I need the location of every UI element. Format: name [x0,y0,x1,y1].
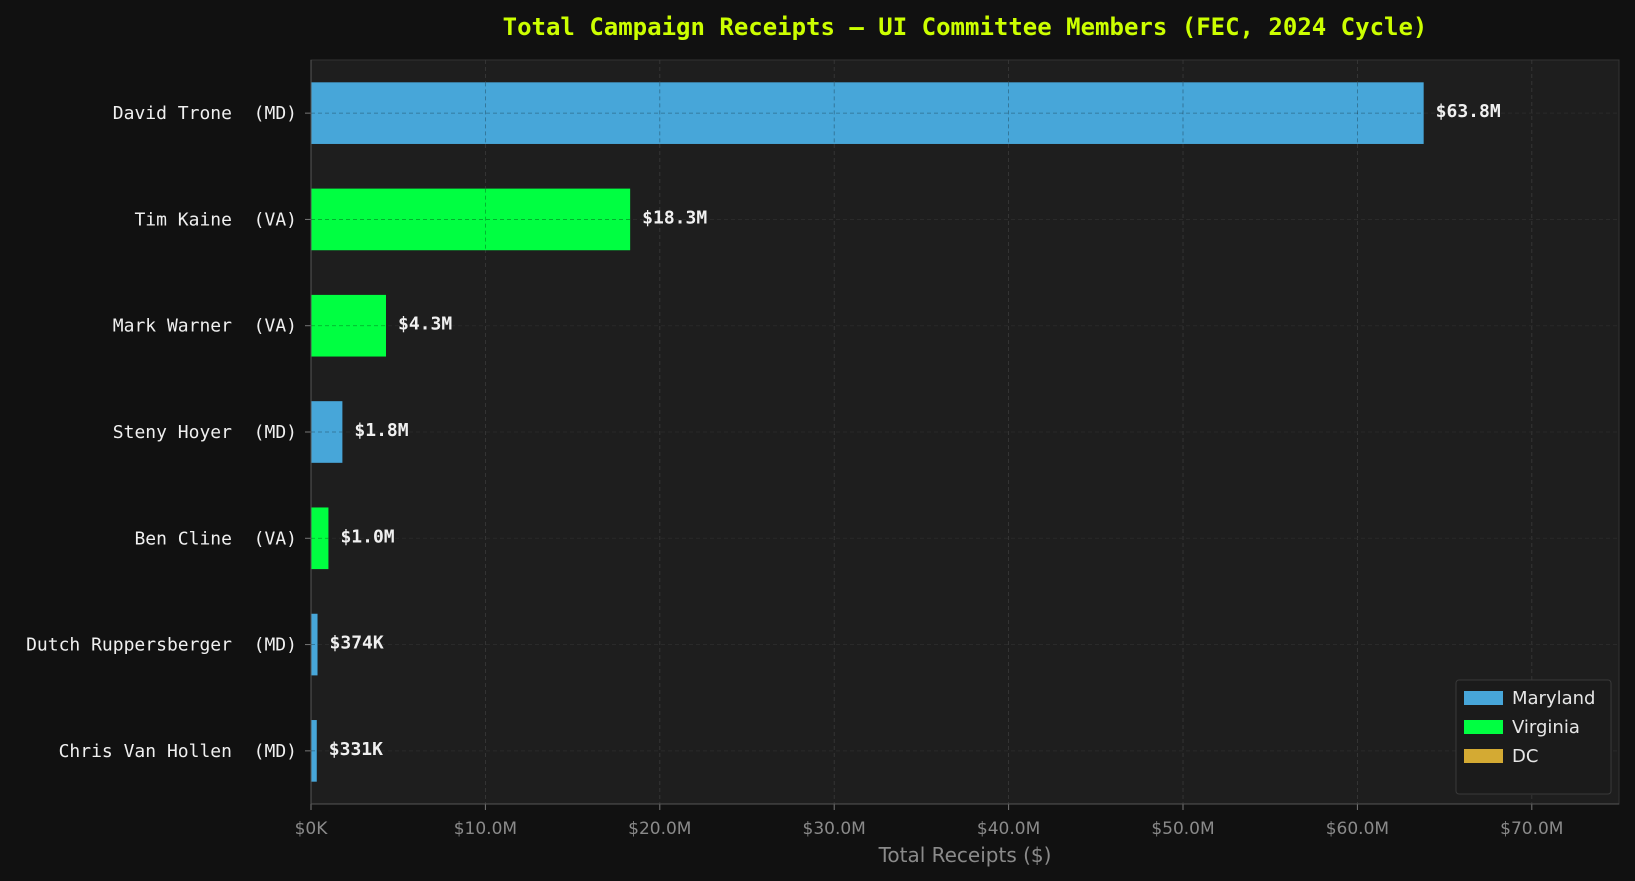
x-tick-label: $30.0M [803,819,866,839]
x-axis-label: Total Receipts ($) [878,843,1052,867]
bar [311,82,1424,144]
x-tick-label: $70.0M [1500,819,1563,839]
x-tick-label: $20.0M [628,819,691,839]
legend-swatch [1464,720,1503,734]
value-label: $374K [330,633,384,654]
category-label: Ben Cline (VA) [134,528,297,549]
bar [311,720,317,782]
value-labels: $63.8M $18.3M $4.3M $1.8M $1.0M $374K $331K [329,101,1501,760]
value-label: $1.8M [354,420,408,441]
category-label: Steny Hoyer (MD) [113,422,297,443]
bar [311,613,318,676]
legend-label: Maryland [1512,688,1595,709]
x-tick-label: $0K [295,819,329,839]
legend-label: DC [1512,746,1538,767]
value-label: $63.8M [1436,101,1501,122]
x-tick-label: $60.0M [1326,819,1389,839]
category-label: Mark Warner (VA) [113,316,297,337]
legend-label: Virginia [1512,717,1580,738]
value-label: $4.3M [398,314,452,335]
category-label: Dutch Ruppersberger (MD) [26,635,297,656]
bar [311,401,343,463]
legend-swatch [1464,749,1503,763]
category-label: Tim Kaine (VA) [134,209,297,230]
legend-box [1455,679,1612,795]
value-label: $18.3M [642,207,707,228]
x-tick-label: $50.0M [1151,819,1214,839]
y-axis-labels: David Trone (MD) Tim Kaine (VA) Mark Warne… [26,60,312,804]
x-axis-ticks: $0K $10.0M $20.0M $30.0M $40.0M $50.0M $60.0M $… [295,803,1619,839]
bar [311,507,329,570]
category-label: David Trone (MD) [113,103,297,124]
legend-swatch [1464,691,1503,705]
category-label: Chris Van Hollen (MD) [59,741,297,762]
value-label: $331K [329,739,383,760]
bars [311,82,1424,782]
chart-title: Total Campaign Receipts — UI Committee M… [503,13,1428,41]
x-tick-label: $40.0M [977,819,1040,839]
bar [311,294,386,357]
legend: Maryland Virginia DC [1455,679,1612,795]
bar [311,188,631,251]
value-label: $1.0M [340,526,394,547]
x-tick-label: $10.0M [454,819,517,839]
